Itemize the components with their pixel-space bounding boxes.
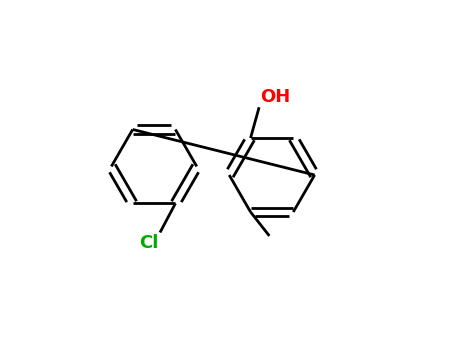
Text: OH: OH [260,88,290,106]
Text: Cl: Cl [139,234,158,252]
